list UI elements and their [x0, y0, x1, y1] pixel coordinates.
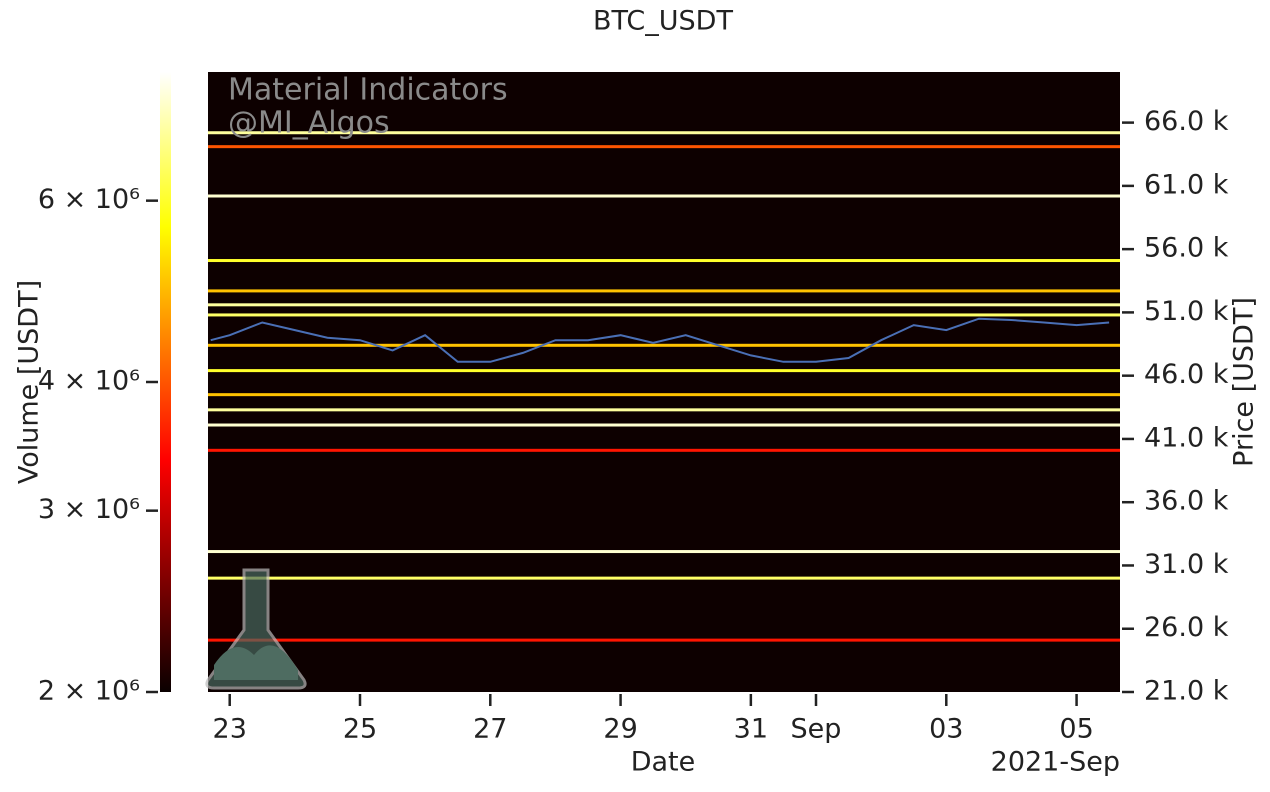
x-tick-label: 31 [734, 714, 768, 745]
heat-level [208, 289, 1120, 293]
colorbar-tick-label: 4 × 10⁶ [38, 366, 140, 397]
heat-level [208, 145, 1120, 149]
y-tick-label: 56.0 k [1144, 233, 1229, 264]
y-axis-label: Price [USDT] [1229, 297, 1260, 467]
y-tick-label: 26.0 k [1144, 612, 1229, 643]
x-tick-label: 03 [929, 714, 963, 745]
heat-level [208, 194, 1120, 198]
y-tick-label: 66.0 k [1144, 106, 1229, 137]
heat-level [208, 448, 1120, 452]
y-tick-label: 41.0 k [1144, 422, 1229, 453]
plot-area [208, 131, 1120, 642]
x-tick-label: Sep [791, 714, 842, 745]
logo [205, 568, 307, 690]
heat-level [208, 131, 1120, 135]
y-tick-label: 21.0 k [1144, 676, 1229, 707]
x-axis-label: Date [631, 747, 696, 778]
heat-level [208, 408, 1120, 412]
x-tick-label: 29 [603, 714, 637, 745]
x-offset-label: 2021-Sep [991, 747, 1120, 778]
heat-level [208, 343, 1120, 347]
plot-background [208, 72, 1120, 692]
x-tick-label: 25 [343, 714, 377, 745]
x-tick-label: 27 [473, 714, 507, 745]
watermark: Material Indicators [228, 73, 508, 108]
y-tick-label: 46.0 k [1144, 359, 1229, 390]
heat-level [208, 259, 1120, 263]
heat-level [208, 313, 1120, 317]
heat-level [208, 393, 1120, 397]
heat-level [208, 303, 1120, 307]
x-tick-label: 05 [1059, 714, 1093, 745]
y-tick-label: 31.0 k [1144, 549, 1229, 580]
watermark: @MI_Algos [228, 106, 390, 141]
colorbar-tick-label: 6 × 10⁶ [38, 184, 140, 215]
price-line [210, 317, 1110, 363]
heat-level [208, 550, 1120, 554]
chart-title: BTC_USDT [593, 6, 733, 37]
heat-level [208, 423, 1120, 427]
heat-level [208, 369, 1120, 373]
y-tick-label: 51.0 k [1144, 296, 1229, 327]
heat-level [208, 638, 1120, 642]
heat-level [208, 576, 1120, 580]
y-tick-label: 36.0 k [1144, 486, 1229, 517]
colorbar-tick-label: 3 × 10⁶ [38, 494, 140, 525]
x-tick-label: 23 [213, 714, 247, 745]
colorbar [160, 72, 171, 692]
colorbar-label: Volume [USDT] [14, 280, 45, 484]
y-tick-label: 61.0 k [1144, 169, 1229, 200]
colorbar-tick-label: 2 × 10⁶ [38, 676, 140, 707]
